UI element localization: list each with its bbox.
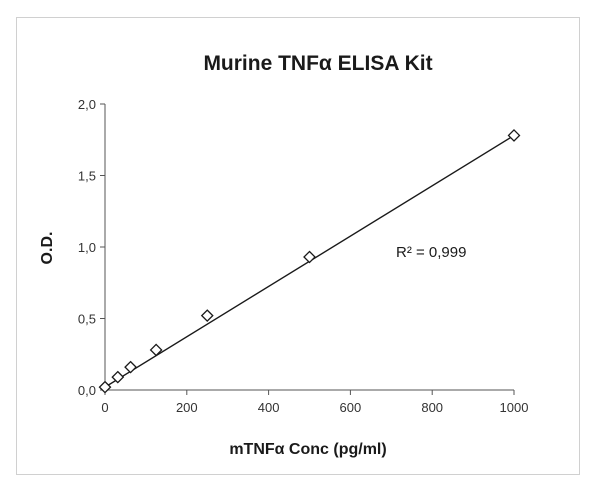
y-axis-label: O.D. [39,232,56,265]
data-point [303,250,316,264]
y-tick-label: 1,0 [78,240,96,255]
data-point [507,129,521,142]
data-point [124,360,137,374]
x-tick-label: 600 [340,400,362,415]
data-point [111,370,125,384]
x-tick-label: 400 [258,400,280,415]
x-tick-label: 800 [421,400,443,415]
x-axis-label: mTNFα Conc (pg/ml) [229,441,386,458]
x-tick-label: 200 [176,400,198,415]
chart-title: Murine TNFα ELISA Kit [203,52,432,75]
axes: 0 200 400 600 800 1000 0,0 0,5 1,0 1,5 2,0 [78,97,529,415]
chart-frame [16,17,580,475]
y-tick-label: 0,0 [78,383,96,398]
y-tick-label: 1,5 [78,169,96,184]
data-point [98,380,112,394]
y-tick-label: 0,5 [78,312,96,327]
data-point [149,343,163,357]
x-tick-label: 0 [101,400,108,415]
r-squared-annotation: R² = 0,999 [396,244,466,261]
y-tick-label: 2,0 [78,97,96,112]
x-tick-label: 1000 [500,400,529,415]
plot-area [98,129,521,394]
data-point [200,309,214,323]
